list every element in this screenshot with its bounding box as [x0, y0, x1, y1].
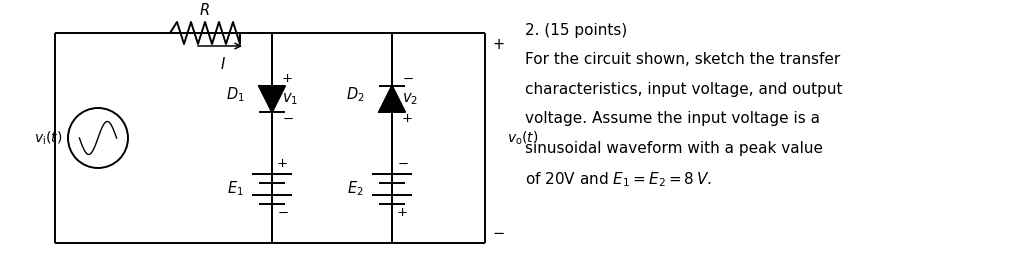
Text: $E_1$: $E_1$ [227, 180, 244, 198]
Polygon shape [259, 86, 285, 112]
Text: $-$: $-$ [277, 206, 289, 219]
Text: $D_1$: $D_1$ [226, 86, 245, 104]
Text: $D_2$: $D_2$ [347, 86, 365, 104]
Text: $-$: $-$ [282, 112, 293, 125]
Text: voltage. Assume the input voltage is a: voltage. Assume the input voltage is a [525, 111, 820, 127]
Text: $-$: $-$ [397, 157, 409, 170]
Text: $v_1$: $v_1$ [282, 91, 298, 107]
Text: $-$: $-$ [492, 224, 505, 239]
Text: sinusoidal waveform with a peak value: sinusoidal waveform with a peak value [525, 141, 823, 156]
Polygon shape [379, 86, 405, 112]
Text: of 20V and $E_1 = E_2 = 8\,V$.: of 20V and $E_1 = E_2 = 8\,V$. [525, 170, 712, 189]
Text: $-$: $-$ [402, 72, 414, 85]
Text: R: R [200, 3, 210, 18]
Text: +: + [277, 157, 288, 170]
Text: $v_{\rm o}(t)$: $v_{\rm o}(t)$ [507, 129, 538, 147]
Text: characteristics, input voltage, and output: characteristics, input voltage, and outp… [525, 82, 843, 97]
Text: +: + [397, 206, 409, 219]
Text: 2. (15 points): 2. (15 points) [525, 23, 628, 38]
Text: $v_{\rm i}(t)$: $v_{\rm i}(t)$ [34, 129, 62, 147]
Text: +: + [492, 37, 504, 52]
Text: +: + [282, 72, 293, 85]
Text: $E_2$: $E_2$ [348, 180, 364, 198]
Text: $v_2$: $v_2$ [402, 91, 418, 107]
Text: For the circuit shown, sketch the transfer: For the circuit shown, sketch the transf… [525, 53, 841, 67]
Text: +: + [402, 112, 413, 125]
Text: $I$: $I$ [220, 56, 226, 72]
